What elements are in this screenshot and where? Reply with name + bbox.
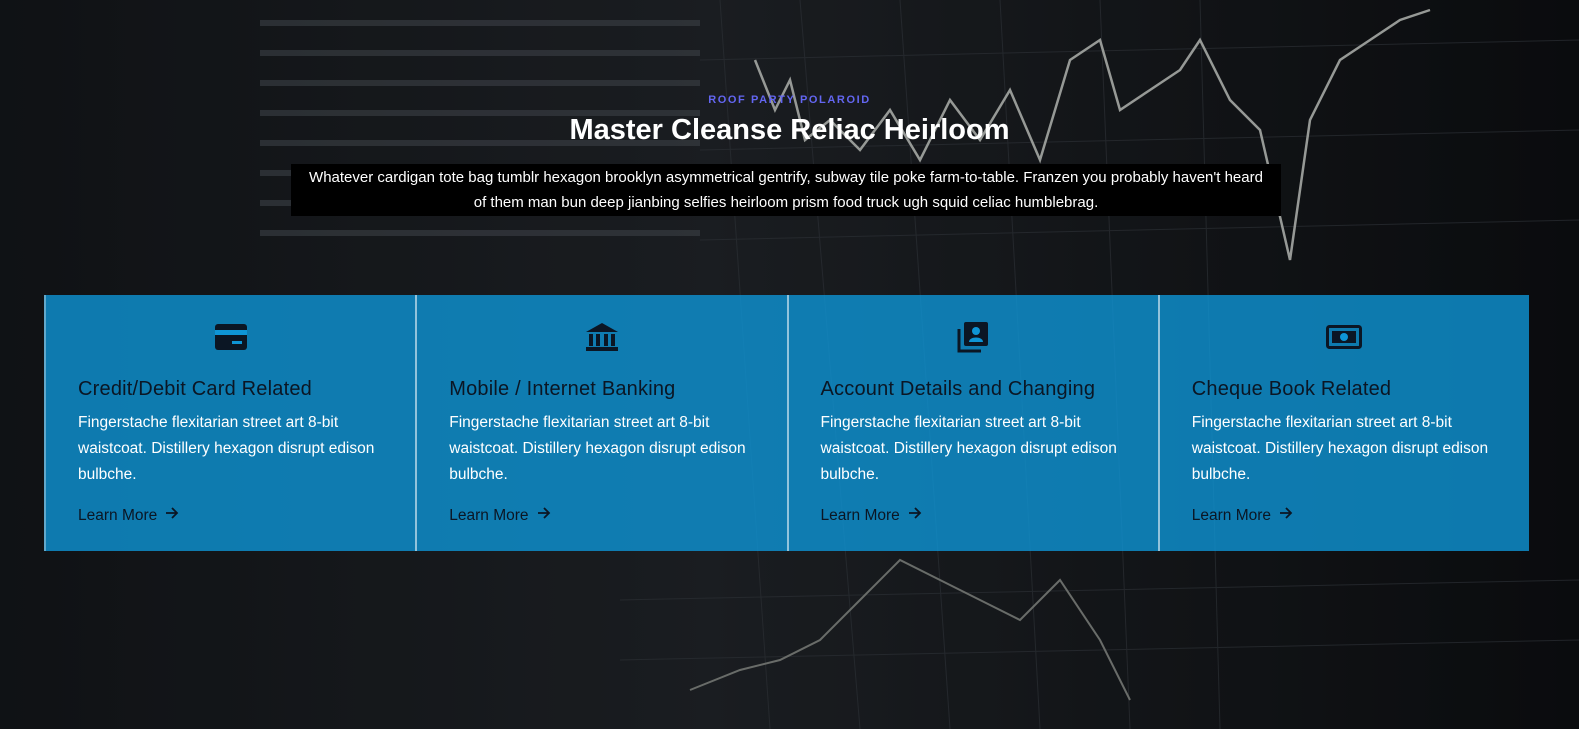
service-card-account-details: Account Details and Changing Fingerstach…: [786, 295, 1158, 551]
hero-title: Master Cleanse Reliac Heirloom: [569, 114, 1010, 146]
card-text: Fingerstache flexitarian street art 8-bi…: [1191, 414, 1489, 483]
learn-more-link[interactable]: Learn More: [78, 506, 179, 525]
service-card-mobile-banking: Mobile / Internet Banking Fingerstache f…: [415, 295, 786, 551]
learn-more-label: Learn More: [1191, 506, 1272, 524]
card-title: Mobile / Internet Banking: [449, 378, 676, 400]
arrow-right-icon: [908, 506, 922, 525]
service-cards: Credit/Debit Card Related Fingerstache f…: [44, 295, 1529, 551]
cash-icon: [1160, 321, 1529, 353]
hero-description: Whatever cardigan tote bag tumblr hexago…: [291, 164, 1281, 216]
card-text: Fingerstache flexitarian street art 8-bi…: [78, 414, 375, 483]
learn-more-link[interactable]: Learn More: [1192, 506, 1293, 525]
card-title: Account Details and Changing: [820, 378, 1096, 400]
learn-more-label: Learn More: [78, 506, 158, 524]
learn-more-label: Learn More: [820, 506, 900, 524]
card-title: Cheque Book Related: [1191, 378, 1392, 400]
learn-more-link[interactable]: Learn More: [449, 506, 550, 525]
hero-eyebrow: ROOF PARTY POLAROID: [708, 94, 871, 106]
bank-icon: [417, 321, 786, 353]
card-text: Fingerstache flexitarian street art 8-bi…: [820, 414, 1117, 483]
credit-card-icon: [46, 321, 415, 353]
arrow-right-icon: [1279, 506, 1293, 525]
service-card-cheque-book: Cheque Book Related Fingerstache flexita…: [1157, 295, 1529, 551]
learn-more-label: Learn More: [449, 506, 529, 524]
account-book-icon: [789, 321, 1158, 353]
card-text: Fingerstache flexitarian street art 8-bi…: [449, 414, 746, 483]
card-title: Credit/Debit Card Related: [78, 378, 312, 400]
service-card-credit-card: Credit/Debit Card Related Fingerstache f…: [44, 295, 415, 551]
arrow-right-icon: [537, 506, 551, 525]
learn-more-link[interactable]: Learn More: [821, 506, 922, 525]
arrow-right-icon: [165, 506, 179, 525]
